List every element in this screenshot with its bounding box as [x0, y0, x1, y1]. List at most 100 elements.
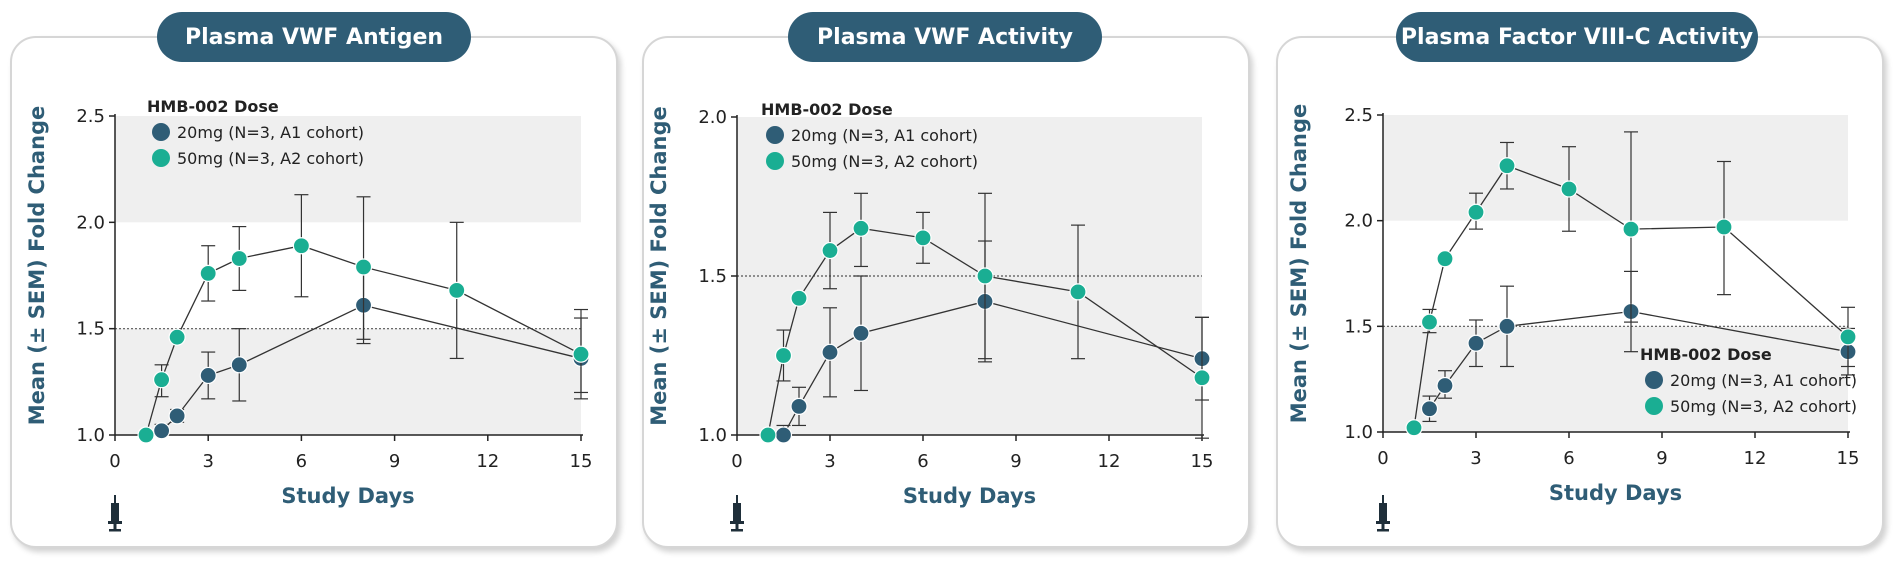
data-point — [976, 267, 994, 285]
legend-marker — [766, 126, 784, 144]
legend-label: 50mg (N=3, A2 cohort) — [1670, 397, 1857, 416]
x-tick-label: 12 — [1098, 451, 1121, 472]
legend: HMB-002 Dose 20mg (N=3, A1 cohort) 50mg (N… — [761, 100, 978, 171]
data-point — [1405, 419, 1423, 437]
data-point — [168, 407, 186, 425]
data-point — [153, 422, 171, 440]
x-tick-label: 6 — [296, 451, 307, 472]
data-point — [199, 366, 217, 385]
x-tick-label: 12 — [476, 451, 499, 472]
x-tick-label: 9 — [1010, 451, 1021, 472]
data-point — [1498, 157, 1516, 175]
data-point — [790, 397, 808, 415]
legend-marker — [152, 149, 170, 167]
data-point — [1467, 203, 1485, 221]
chart-title: Plasma VWF Activity — [788, 12, 1102, 62]
legend-title: HMB-002 Dose — [1640, 345, 1772, 364]
data-point — [1193, 369, 1211, 387]
chart-title: Plasma Factor VIII-C Activity — [1396, 12, 1758, 62]
shaded-band — [737, 276, 1202, 435]
data-point — [1839, 328, 1857, 346]
data-point — [230, 249, 248, 268]
syringe-icon — [108, 495, 122, 532]
y-tick-label: 1.0 — [1344, 422, 1373, 443]
x-tick-label: 15 — [1837, 448, 1860, 469]
data-point — [1436, 376, 1454, 395]
x-tick-label: 0 — [1377, 448, 1388, 469]
data-point — [1560, 180, 1578, 198]
legend-label: 20mg (N=3, A1 cohort) — [1670, 371, 1857, 390]
data-point — [168, 328, 186, 346]
data-point — [790, 289, 808, 307]
shaded-band — [737, 117, 1202, 276]
x-axis-label: Study Days — [1549, 481, 1682, 505]
legend-label: 20mg (N=3, A1 cohort) — [791, 126, 978, 145]
data-point — [199, 264, 217, 282]
x-tick-label: 0 — [731, 451, 742, 472]
shaded-band — [115, 116, 581, 223]
data-point — [572, 345, 590, 363]
y-tick-label: 1.0 — [698, 425, 727, 446]
data-point — [292, 237, 310, 255]
legend-marker — [1645, 397, 1663, 415]
data-point — [774, 346, 793, 365]
shaded-band — [115, 328, 581, 435]
data-point — [354, 258, 373, 276]
legend-marker — [1645, 371, 1663, 389]
data-point — [1420, 313, 1439, 331]
x-axis-label: Study Days — [281, 484, 414, 508]
data-point — [1069, 283, 1087, 301]
y-tick-label: 2.0 — [698, 107, 727, 128]
x-tick-label: 3 — [824, 451, 835, 472]
legend-title: HMB-002 Dose — [147, 97, 279, 116]
legend-label: 50mg (N=3, A2 cohort) — [177, 149, 364, 168]
x-tick-label: 3 — [202, 451, 213, 472]
legend: HMB-002 Dose 20mg (N=3, A1 cohort) 50mg (N… — [147, 97, 364, 168]
y-axis-label: Mean (± SEM) Fold Change — [647, 106, 671, 426]
data-point — [759, 426, 777, 444]
x-tick-label: 6 — [917, 451, 928, 472]
x-tick-label: 9 — [1656, 448, 1667, 469]
y-tick-label: 2.0 — [1344, 211, 1373, 232]
data-point — [1498, 317, 1516, 335]
shaded-band — [1383, 326, 1848, 432]
legend-marker — [152, 123, 170, 141]
legend-title: HMB-002 Dose — [761, 100, 893, 119]
data-point — [852, 324, 870, 342]
y-tick-label: 2.0 — [76, 212, 105, 233]
x-tick-label: 0 — [109, 451, 120, 472]
y-axis-label: Mean (± SEM) Fold Change — [1287, 104, 1311, 424]
shaded-band — [1383, 115, 1848, 221]
data-point — [137, 426, 155, 444]
data-point — [1420, 400, 1439, 418]
chart-title: Plasma VWF Antigen — [157, 12, 471, 62]
data-point — [448, 281, 466, 299]
x-tick-label: 3 — [1470, 448, 1481, 469]
legend-marker — [766, 152, 784, 170]
data-point — [1715, 218, 1733, 236]
data-point — [1436, 250, 1454, 268]
data-point — [821, 241, 839, 260]
y-tick-label: 2.5 — [76, 106, 105, 127]
y-tick-label: 1.5 — [1344, 316, 1373, 337]
x-tick-label: 6 — [1563, 448, 1574, 469]
y-tick-label: 2.5 — [1344, 105, 1373, 126]
y-axis-label: Mean (± SEM) Fold Change — [25, 106, 49, 426]
data-point — [852, 219, 870, 237]
x-tick-label: 9 — [389, 451, 400, 472]
syringe-icon — [1376, 495, 1390, 532]
x-tick-label: 15 — [1191, 451, 1214, 472]
data-point — [1622, 220, 1640, 238]
data-point — [1467, 334, 1485, 352]
x-axis-label: Study Days — [903, 484, 1036, 508]
data-point — [914, 229, 932, 247]
data-point — [153, 371, 171, 389]
legend-label: 20mg (N=3, A1 cohort) — [177, 123, 364, 142]
x-tick-label: 15 — [570, 451, 593, 472]
legend-label: 50mg (N=3, A2 cohort) — [791, 152, 978, 171]
y-tick-label: 1.5 — [76, 319, 105, 340]
y-tick-label: 1.0 — [76, 425, 105, 446]
